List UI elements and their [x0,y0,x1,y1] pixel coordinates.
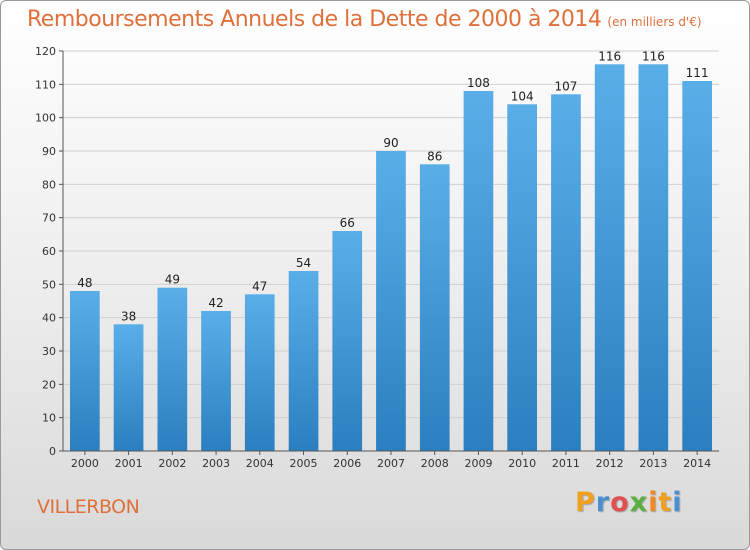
logo-letter: o [610,487,630,518]
bar-2007 [376,151,406,451]
x-tick-label-2006: 2006 [333,457,361,470]
x-tick-label-2004: 2004 [246,457,274,470]
x-tick-label-2013: 2013 [639,457,667,470]
value-label-2005: 54 [296,256,311,270]
x-tick-label-2007: 2007 [377,457,405,470]
bar-2005 [288,271,319,451]
value-label-2000: 48 [77,276,92,290]
value-label-2009: 108 [467,76,490,90]
x-tick-label-2008: 2008 [421,457,449,470]
bars [70,64,712,452]
bar-2013 [638,64,669,452]
chart-subtitle: (en milliers d'€) [607,15,702,29]
bar-2014 [682,81,712,451]
y-tick-label: 120 [35,45,56,58]
x-tick-label-2005: 2005 [290,457,318,470]
x-tick-label-2002: 2002 [158,457,186,470]
y-tick-label: 40 [42,312,56,325]
y-tick-label: 20 [42,378,56,391]
logo-letter: P [575,487,596,518]
bar-2004 [244,294,275,451]
value-label-2013: 116 [642,49,665,63]
bar-2010 [507,104,537,452]
y-tick-label: 70 [42,212,56,225]
y-tick-label: 10 [42,412,56,425]
x-tick-label-2009: 2009 [464,457,492,470]
value-label-2007: 90 [383,136,398,150]
value-label-2010: 104 [511,89,534,103]
bar-2002 [157,287,188,451]
value-label-2006: 66 [340,216,355,230]
logo-letter: i [648,487,659,518]
chart-title-text: Remboursements Annuels de la Dette de 20… [27,7,602,32]
value-label-2001: 38 [121,309,136,323]
value-label-2004: 47 [252,279,267,293]
bar-2003 [201,311,231,451]
value-label-2008: 86 [427,149,442,163]
bar-2001 [113,324,144,451]
value-label-2003: 42 [208,296,223,310]
bar-2012 [594,64,625,452]
x-tick-label-2010: 2010 [508,457,536,470]
value-label-2002: 49 [165,273,180,287]
x-tick-label-2001: 2001 [115,457,143,470]
value-label-2012: 116 [598,49,621,63]
bar-2008 [419,164,450,452]
bar-2006 [332,231,363,451]
logo-letter: r [595,487,611,518]
bar-2000 [70,291,100,451]
labels: 0 10 20 30 40 50 60 70 80 90 100 110 120 48 2000 38 2001… [35,45,711,470]
x-tick-label-2014: 2014 [683,457,711,470]
commune-name: VILLERBON [37,496,140,518]
y-tick-label: 60 [42,245,56,258]
y-tick-label: 90 [42,145,56,158]
logo-letter: t [658,487,673,518]
y-tick-label: 110 [35,78,56,91]
axes [59,50,719,455]
x-tick-label-2003: 2003 [202,457,230,470]
y-tick-label: 50 [42,278,56,291]
value-label-2011: 107 [554,79,577,93]
proxiti-logo[interactable]: Proxiti [575,487,683,518]
logo-letter: x [629,487,649,518]
bar-2009 [463,91,494,451]
chart-title: Remboursements Annuels de la Dette de 20… [27,7,702,32]
y-tick-label: 30 [42,345,56,358]
value-label-2014: 111 [686,66,709,80]
y-tick-label: 100 [35,112,56,125]
y-tick-label: 0 [49,445,56,458]
bar-2011 [551,94,581,452]
x-tick-label-2011: 2011 [552,457,580,470]
x-tick-label-2000: 2000 [71,457,99,470]
x-tick-label-2012: 2012 [596,457,624,470]
logo-letter: i [672,487,683,518]
y-tick-label: 80 [42,178,56,191]
